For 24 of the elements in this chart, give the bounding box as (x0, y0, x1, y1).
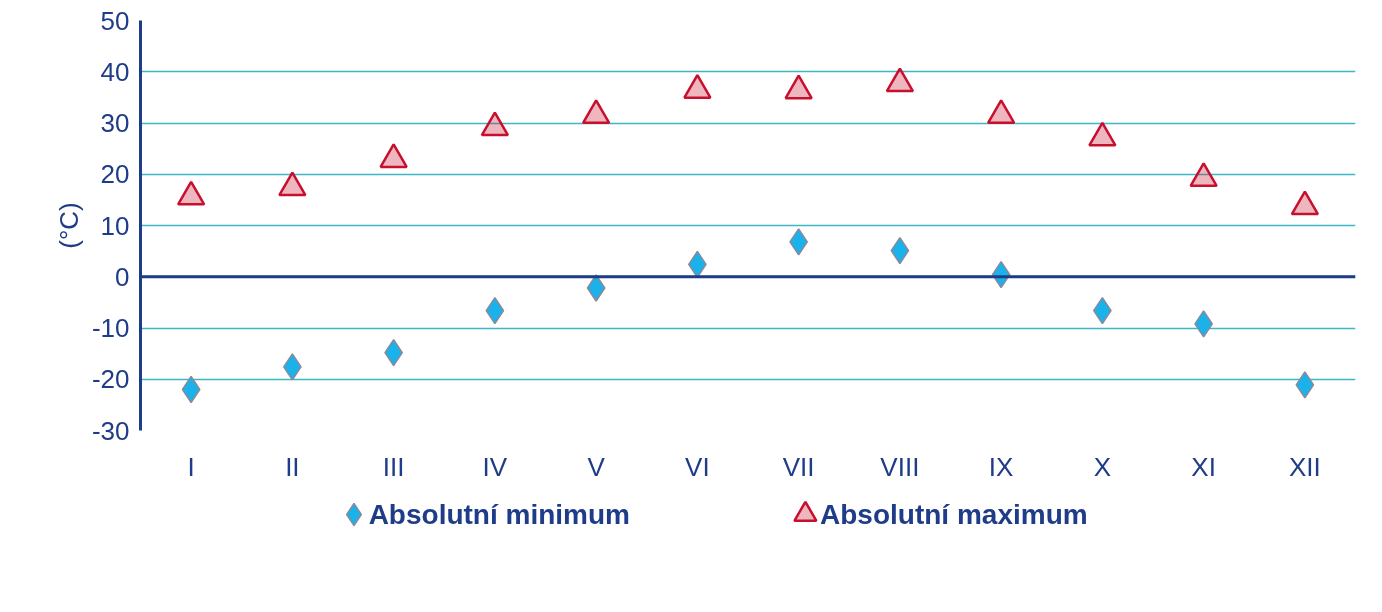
x-tick-label: X (1093, 451, 1112, 482)
x-tick-label: IX (988, 451, 1014, 482)
x-tick-label: V (587, 451, 606, 482)
y-tick-label: -30 (91, 415, 130, 446)
y-tick-label: 50 (100, 5, 130, 36)
y-tick-label: 20 (100, 159, 130, 190)
y-tick-label: 40 (100, 56, 130, 87)
y-tick-label: 10 (100, 210, 130, 241)
y-tick-label: -10 (91, 313, 130, 343)
x-tick-label: I (187, 451, 195, 482)
y-axis-title: (°C) (53, 202, 84, 249)
x-tick-label: IV (482, 451, 508, 482)
x-tick-label: VII (782, 451, 815, 482)
x-tick-label: II (285, 451, 300, 482)
x-tick-label: XII (1288, 451, 1321, 482)
x-tick-label: VI (685, 451, 710, 482)
legend-label: Absolutní minimum (368, 499, 630, 530)
y-tick-label: 30 (100, 108, 130, 138)
y-tick-label: -20 (91, 364, 130, 395)
legend-label: Absolutní maximum (820, 499, 1088, 530)
x-tick-label: VIII (880, 451, 920, 482)
y-tick-label: 0 (115, 261, 130, 292)
x-tick-label: XI (1191, 451, 1216, 482)
x-tick-label: III (382, 451, 405, 482)
